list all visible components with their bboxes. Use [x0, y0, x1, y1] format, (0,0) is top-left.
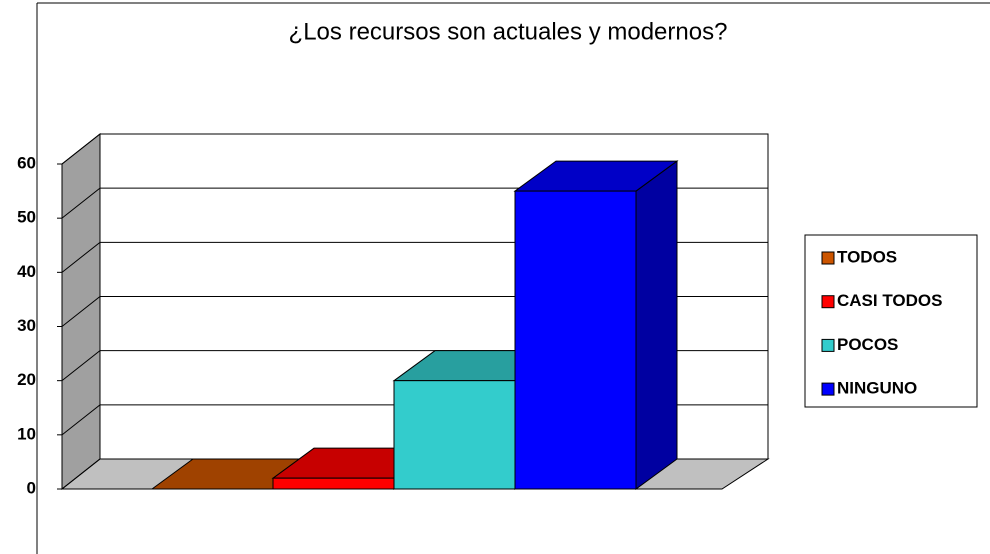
legend-swatch — [821, 251, 835, 265]
legend-swatch — [821, 338, 835, 352]
bar — [393, 380, 516, 490]
grid-line — [61, 133, 768, 165]
legend-label: NINGUNO — [837, 379, 917, 398]
chart-title: ¿Los recursos son actuales y modernos? — [289, 18, 728, 45]
bar — [514, 190, 637, 490]
legend-box — [804, 234, 978, 408]
y-tick-label: 40 — [17, 262, 36, 281]
legend-label: CASI TODOS — [837, 291, 942, 310]
bar — [272, 477, 395, 490]
legend-swatch — [821, 382, 835, 396]
y-tick-label: 20 — [17, 370, 36, 389]
legend-label: POCOS — [837, 335, 898, 354]
y-tick-label: 50 — [17, 208, 36, 227]
y-tick-label: 0 — [27, 478, 36, 497]
legend-swatch — [821, 295, 835, 309]
legend-label: TODOS — [837, 247, 897, 266]
y-tick-label: 10 — [17, 424, 36, 443]
bar-side — [635, 160, 678, 490]
y-tick-label: 60 — [17, 153, 36, 172]
y-tick-label: 30 — [17, 316, 36, 335]
